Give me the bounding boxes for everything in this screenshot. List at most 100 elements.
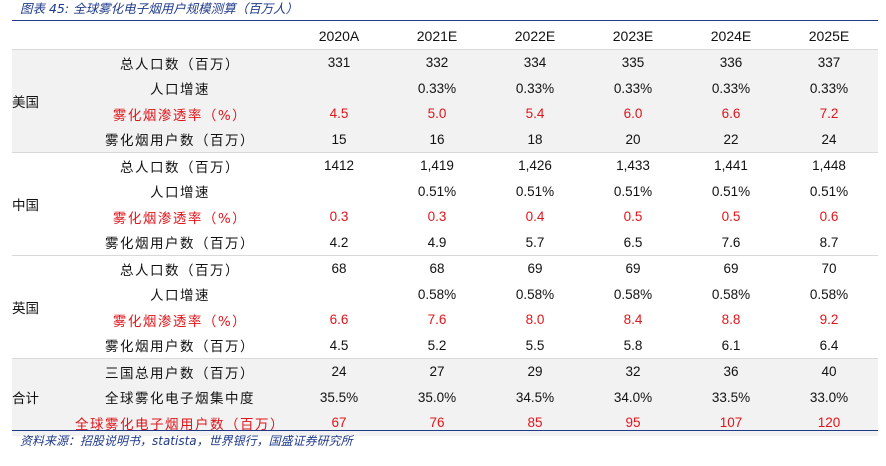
cell: 0.33% [780, 75, 878, 101]
cell: 6.4 [780, 332, 878, 359]
cell: 24 [290, 358, 388, 385]
cell: 1,426 [486, 152, 584, 179]
cell: 70 [780, 255, 878, 282]
group-usa: 美国 总人口数（百万） 331 332 334 335 336 337 人口增速… [12, 49, 878, 153]
cell: 7.6 [388, 307, 486, 333]
cell: 69 [682, 255, 780, 282]
table-row: 雾化烟渗透率（%） 4.5 5.0 5.4 6.0 6.6 7.2 [12, 101, 878, 127]
cell: 9.2 [780, 307, 878, 333]
year-header: 2025E [808, 27, 850, 44]
cell: 1,448 [780, 152, 878, 179]
cell: 1412 [290, 152, 388, 179]
cell: 1,433 [584, 152, 682, 179]
header-row: 2020A 2021E 2022E 2023E 2024E 2025E [12, 22, 878, 50]
cell: 22 [682, 126, 780, 153]
row-label: 全球雾化电子烟用户数（百万） [70, 410, 290, 436]
country-label: 英国 [12, 255, 70, 359]
cell: 8.7 [780, 229, 878, 256]
row-label: 雾化烟用户数（百万） [70, 229, 290, 256]
cell: 0.3 [290, 204, 388, 230]
row-label: 雾化烟渗透率（%） [70, 307, 290, 333]
row-label: 人口增速 [70, 281, 290, 307]
cell: 1,419 [388, 152, 486, 179]
cell: 0.33% [388, 75, 486, 101]
cell: 8.0 [486, 307, 584, 333]
cell: 0.33% [682, 75, 780, 101]
cell: 6.0 [584, 101, 682, 127]
cell [290, 281, 388, 307]
row-label: 人口增速 [70, 178, 290, 204]
year-header: 2021E [416, 27, 458, 44]
user-scale-table: 2020A 2021E 2022E 2023E 2024E 2025E 美国 总… [12, 22, 878, 436]
cell: 8.8 [682, 307, 780, 333]
header-blank-label [70, 22, 290, 50]
table-row: 雾化烟用户数（百万） 15 16 18 20 22 24 [12, 126, 878, 153]
cell: 69 [486, 255, 584, 282]
cell: 5.7 [486, 229, 584, 256]
cell: 67 [290, 410, 388, 436]
row-label: 雾化烟渗透率（%） [70, 204, 290, 230]
row-label: 全球雾化电子烟集中度 [70, 384, 290, 410]
cell: 6.5 [584, 229, 682, 256]
cell: 0.58% [388, 281, 486, 307]
cell: 120 [780, 410, 878, 436]
cell: 76 [388, 410, 486, 436]
cell: 0.51% [682, 178, 780, 204]
cell: 0.4 [486, 204, 584, 230]
cell: 0.3 [388, 204, 486, 230]
cell: 15 [290, 126, 388, 153]
row-label: 雾化烟用户数（百万） [70, 332, 290, 359]
title-divider [12, 20, 878, 21]
cell: 68 [388, 255, 486, 282]
row-label: 雾化烟渗透率（%） [70, 101, 290, 127]
cell: 7.6 [682, 229, 780, 256]
cell: 4.9 [388, 229, 486, 256]
table-row: 雾化烟用户数（百万） 4.2 4.9 5.7 6.5 7.6 8.7 [12, 229, 878, 256]
cell: 24 [780, 126, 878, 153]
cell: 334 [486, 49, 584, 76]
source-note: 资料来源：招股说明书，statista，世界银行，国盛证券研究所 [20, 434, 353, 448]
country-label: 美国 [12, 49, 70, 153]
cell: 0.58% [682, 281, 780, 307]
cell [290, 75, 388, 101]
figure-title: 图表 45: 全球雾化电子烟用户规模测算（百万人） [20, 1, 299, 16]
country-label: 合计 [12, 358, 70, 436]
row-label: 总人口数（百万） [70, 152, 290, 179]
cell: 85 [486, 410, 584, 436]
cell: 107 [682, 410, 780, 436]
cell: 34.0% [584, 384, 682, 410]
cell: 27 [388, 358, 486, 385]
cell: 20 [584, 126, 682, 153]
table-row: 中国 总人口数（百万） 1412 1,419 1,426 1,433 1,441… [12, 152, 878, 256]
cell: 5.5 [486, 332, 584, 359]
cell: 69 [584, 255, 682, 282]
cell: 95 [584, 410, 682, 436]
row-label: 总人口数（百万） [70, 49, 290, 76]
cell: 4.5 [290, 332, 388, 359]
cell: 36 [682, 358, 780, 385]
cell: 0.6 [780, 204, 878, 230]
cell: 331 [290, 49, 388, 76]
cell: 337 [780, 49, 878, 76]
table-row: 合计 三国总用户数（百万） 24 27 29 32 36 40 [12, 358, 878, 436]
cell: 8.4 [584, 307, 682, 333]
table-row: 全球雾化电子烟用户数（百万） 67 76 85 95 107 120 [12, 410, 878, 436]
group-uk: 英国 总人口数（百万） 68 68 69 69 69 70 人口增速 0.58%… [12, 255, 878, 359]
row-label: 总人口数（百万） [70, 255, 290, 282]
table-row: 雾化烟渗透率（%） 0.3 0.3 0.4 0.5 0.5 0.6 [12, 204, 878, 230]
cell: 0.33% [584, 75, 682, 101]
cell: 0.5 [682, 204, 780, 230]
cell: 4.5 [290, 101, 388, 127]
cell: 0.58% [780, 281, 878, 307]
group-total: 合计 三国总用户数（百万） 24 27 29 32 36 40 全球雾化电子烟集… [12, 358, 878, 436]
row-label: 三国总用户数（百万） [70, 358, 290, 385]
footer-divider [12, 430, 878, 431]
cell: 4.2 [290, 229, 388, 256]
cell: 6.1 [682, 332, 780, 359]
table-row: 人口增速 0.33% 0.33% 0.33% 0.33% 0.33% [12, 75, 878, 101]
cell: 0.5 [584, 204, 682, 230]
cell: 5.8 [584, 332, 682, 359]
year-header: 2022E [514, 27, 556, 44]
cell: 0.51% [486, 178, 584, 204]
cell: 336 [682, 49, 780, 76]
